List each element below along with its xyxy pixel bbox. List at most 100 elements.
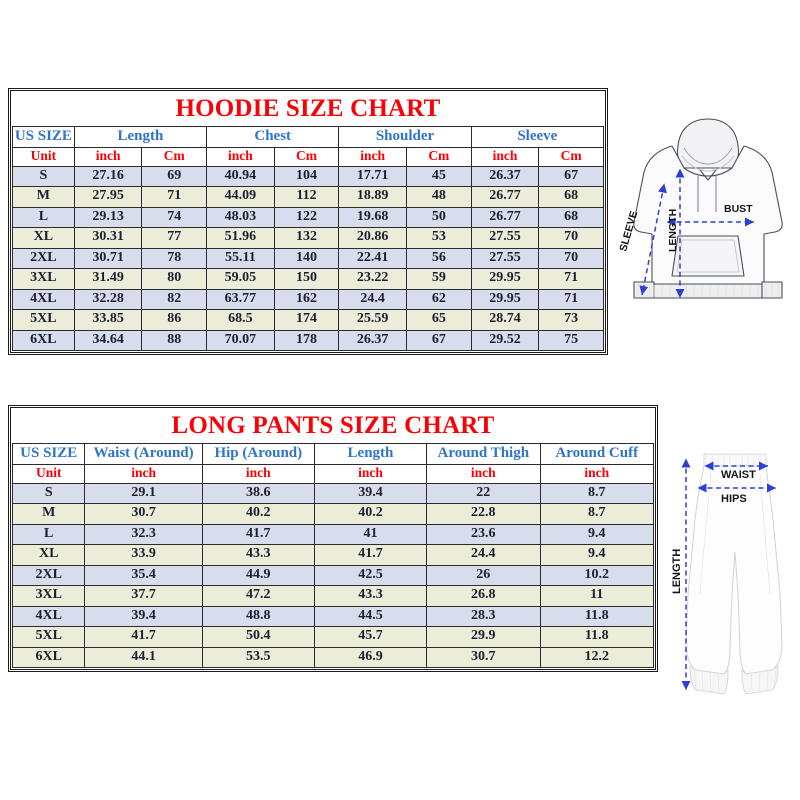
hoodie-cell-sleeve-cm: 71 xyxy=(538,288,604,310)
hoodie-size-label: 4XL xyxy=(12,288,75,310)
hoodie-cell-shoulder-inch: 22.41 xyxy=(338,247,407,269)
hoodie-cell-sleeve-inch: 26.77 xyxy=(470,186,540,208)
pants-cell-waist: 33.9 xyxy=(84,544,203,566)
pants-cell-waist: 39.4 xyxy=(84,605,203,627)
hoodie-cell-chest-inch: 59.05 xyxy=(206,268,275,290)
sleeve-measure-line xyxy=(639,183,667,296)
hoodie-cell-shoulder-cm: 65 xyxy=(405,309,472,331)
pants-cell-length: 42.5 xyxy=(313,564,428,586)
hoodie-cell-chest-inch: 55.11 xyxy=(206,247,275,269)
pants-us-size-header: US SIZE xyxy=(11,442,86,465)
table-row: XL 33.9 43.3 41.7 24.4 9.4 xyxy=(11,544,655,566)
hoodie-size-label: 5XL xyxy=(12,309,75,331)
hoodie-size-table: HOODIE SIZE CHART US SIZE Length Chest S… xyxy=(12,92,605,351)
hoodie-cell-sleeve-cm: 71 xyxy=(538,268,604,290)
hoodie-cell-chest-cm: 104 xyxy=(273,165,340,187)
table-row: 6XL 34.64 88 70.07 178 26.37 67 29.52 75 xyxy=(12,329,604,351)
hoodie-cell-chest-cm: 150 xyxy=(273,268,340,290)
hoodie-cell-chest-cm: 132 xyxy=(273,227,340,249)
hoodie-cell-shoulder-inch: 20.86 xyxy=(338,227,407,249)
pants-unit-header: Unit xyxy=(11,463,86,484)
pants-size-label: 4XL xyxy=(11,605,86,627)
pants-cell-thigh: 26 xyxy=(426,564,541,586)
hoodie-cell-length-cm: 88 xyxy=(141,329,208,351)
pants-unit-length: inch xyxy=(313,463,428,484)
hoodie-cell-shoulder-cm: 45 xyxy=(405,165,472,187)
pants-group-header-cuff: Around Cuff xyxy=(539,442,655,465)
hoodie-size-chart-block: HOODIE SIZE CHART US SIZE Length Chest S… xyxy=(8,88,608,355)
pants-length-label: LENGTH xyxy=(671,549,683,594)
hoodie-cell-length-cm: 69 xyxy=(141,165,208,187)
hoodie-cell-shoulder-inch: 24.4 xyxy=(338,288,407,310)
pants-cell-length: 39.4 xyxy=(313,482,428,504)
table-row: M 27.95 71 44.09 112 18.89 48 26.77 68 xyxy=(12,186,604,208)
hoodie-cell-sleeve-inch: 27.55 xyxy=(470,227,540,249)
table-row: 3XL 37.7 47.2 43.3 26.8 11 xyxy=(11,585,655,607)
hoodie-cell-chest-cm: 174 xyxy=(273,309,340,331)
pants-size-table: LONG PANTS SIZE CHART US SIZE Waist (Aro… xyxy=(11,409,655,668)
pants-size-label: 5XL xyxy=(11,626,86,648)
pants-group-header-thigh: Around Thigh xyxy=(426,442,541,465)
hoodie-cell-chest-cm: 112 xyxy=(273,186,340,208)
table-row: L 32.3 41.7 41 23.6 9.4 xyxy=(11,523,655,545)
pants-chart-title: LONG PANTS SIZE CHART xyxy=(12,409,654,444)
hoodie-cell-sleeve-inch: 26.37 xyxy=(470,165,540,187)
hoodie-cell-length-inch: 27.95 xyxy=(73,186,143,208)
pants-cell-thigh: 26.8 xyxy=(426,585,541,607)
hoodie-cell-shoulder-cm: 62 xyxy=(405,288,472,310)
hoodie-size-label: M xyxy=(12,186,75,208)
hoodie-cell-shoulder-inch: 25.59 xyxy=(338,309,407,331)
pants-cell-thigh: 30.7 xyxy=(426,646,541,668)
hoodie-size-label: XL xyxy=(12,227,75,249)
hoodie-cell-chest-inch: 68.5 xyxy=(206,309,275,331)
hoodie-cell-sleeve-inch: 29.95 xyxy=(470,288,540,310)
table-row: 5XL 41.7 50.4 45.7 29.9 11.8 xyxy=(11,626,655,648)
hoodie-cell-length-cm: 80 xyxy=(141,268,208,290)
hoodie-cell-length-cm: 78 xyxy=(141,247,208,269)
hoodie-cell-chest-cm: 140 xyxy=(273,247,340,269)
hoodie-cell-length-cm: 71 xyxy=(141,186,208,208)
pants-cell-hip: 43.3 xyxy=(201,544,315,566)
pants-cell-waist: 35.4 xyxy=(84,564,203,586)
hoodie-cell-length-inch: 31.49 xyxy=(73,268,143,290)
pants-size-label: 2XL xyxy=(11,564,86,586)
pants-size-chart-block: LONG PANTS SIZE CHART US SIZE Waist (Aro… xyxy=(8,405,658,672)
pants-cell-cuff: 8.7 xyxy=(539,503,655,525)
hoodie-cell-chest-cm: 122 xyxy=(273,206,340,228)
hoodie-group-header-chest: Chest xyxy=(206,125,340,148)
pants-cell-waist: 44.1 xyxy=(84,646,203,668)
pants-cell-cuff: 10.2 xyxy=(539,564,655,586)
pants-cell-length: 45.7 xyxy=(313,626,428,648)
pants-cell-cuff: 9.4 xyxy=(539,523,655,545)
hoodie-cell-length-cm: 74 xyxy=(141,206,208,228)
hoodie-unit-chest-inch: inch xyxy=(206,146,275,167)
pants-cell-length: 41 xyxy=(313,523,428,545)
hoodie-cell-length-inch: 29.13 xyxy=(73,206,143,228)
hoodie-cell-sleeve-inch: 28.74 xyxy=(470,309,540,331)
pants-cell-waist: 41.7 xyxy=(84,626,203,648)
hoodie-group-header-sleeve: Sleeve xyxy=(470,125,605,148)
hoodie-unit-row: Unit inch Cm inch Cm inch Cm inch Cm xyxy=(12,146,604,167)
hoodie-cell-length-inch: 32.28 xyxy=(73,288,143,310)
hoodie-cell-chest-cm: 162 xyxy=(273,288,340,310)
table-row: L 29.13 74 48.03 122 19.68 50 26.77 68 xyxy=(12,206,604,228)
pants-cell-thigh: 22.8 xyxy=(426,503,541,525)
pants-cell-cuff: 12.2 xyxy=(539,646,655,668)
bust-label: BUST xyxy=(724,203,753,215)
pants-size-label: S xyxy=(11,482,86,504)
pants-cell-thigh: 23.6 xyxy=(426,523,541,545)
hoodie-cell-sleeve-cm: 73 xyxy=(538,309,604,331)
hoodie-cell-sleeve-cm: 75 xyxy=(538,329,604,351)
pants-size-label: L xyxy=(11,523,86,545)
hoodie-cell-sleeve-cm: 67 xyxy=(538,165,604,187)
pants-cell-length: 43.3 xyxy=(313,585,428,607)
pants-unit-row: Unit inch inch inch inch inch xyxy=(11,463,655,484)
hoodie-cell-length-inch: 34.64 xyxy=(73,329,143,351)
waist-label: WAIST xyxy=(721,469,756,481)
pants-size-label: 3XL xyxy=(11,585,86,607)
table-row: 3XL 31.49 80 59.05 150 23.22 59 29.95 71 xyxy=(12,268,604,290)
hoodie-unit-sleeve-cm: Cm xyxy=(538,146,604,167)
hoodie-cell-sleeve-inch: 29.52 xyxy=(470,329,540,351)
pants-title-row: LONG PANTS SIZE CHART xyxy=(12,409,654,444)
sleeve-label: SLEEVE xyxy=(617,210,640,253)
